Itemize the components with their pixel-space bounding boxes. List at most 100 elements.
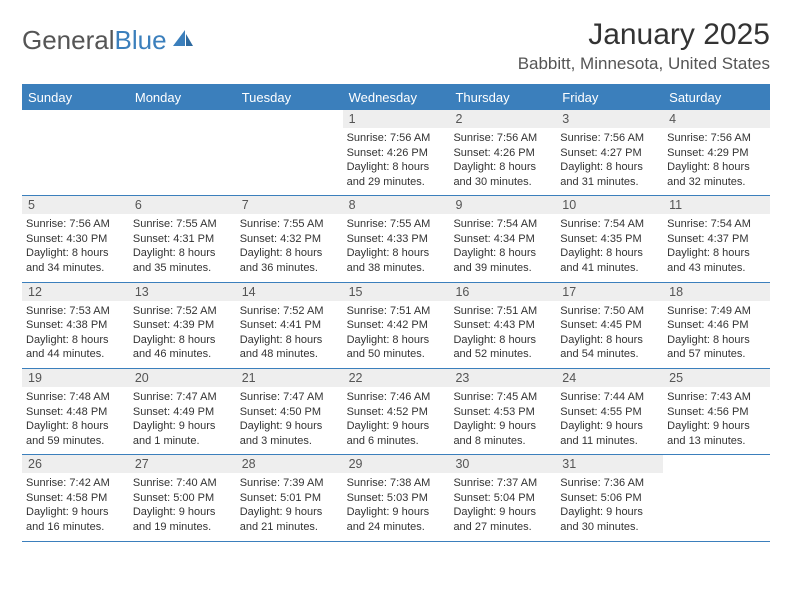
day-cell: 18Sunrise: 7:49 AMSunset: 4:46 PMDayligh… bbox=[663, 283, 770, 368]
day-detail-line: and 41 minutes. bbox=[560, 261, 659, 275]
day-number bbox=[663, 455, 770, 473]
day-details: Sunrise: 7:46 AMSunset: 4:52 PMDaylight:… bbox=[347, 390, 446, 448]
day-detail-line: and 30 minutes. bbox=[560, 520, 659, 534]
day-cell: 22Sunrise: 7:46 AMSunset: 4:52 PMDayligh… bbox=[343, 369, 450, 454]
day-number: 9 bbox=[449, 196, 556, 214]
sail-icon bbox=[171, 24, 195, 55]
day-details: Sunrise: 7:56 AMSunset: 4:26 PMDaylight:… bbox=[347, 131, 446, 189]
day-detail-line: Sunrise: 7:47 AM bbox=[240, 390, 339, 404]
day-detail-line: and 39 minutes. bbox=[453, 261, 552, 275]
logo-text-2: Blue bbox=[115, 25, 167, 56]
day-detail-line: Sunrise: 7:42 AM bbox=[26, 476, 125, 490]
day-details: Sunrise: 7:42 AMSunset: 4:58 PMDaylight:… bbox=[26, 476, 125, 534]
day-number bbox=[22, 110, 129, 128]
day-detail-line: and 3 minutes. bbox=[240, 434, 339, 448]
day-details: Sunrise: 7:56 AMSunset: 4:29 PMDaylight:… bbox=[667, 131, 766, 189]
day-cell: 9 Sunrise: 7:54 AMSunset: 4:34 PMDaylight… bbox=[449, 196, 556, 281]
day-detail-line: Daylight: 9 hours bbox=[560, 419, 659, 433]
day-number: 31 bbox=[556, 455, 663, 473]
day-cell: 14Sunrise: 7:52 AMSunset: 4:41 PMDayligh… bbox=[236, 283, 343, 368]
day-detail-line: Daylight: 8 hours bbox=[347, 246, 446, 260]
day-detail-line: and 50 minutes. bbox=[347, 347, 446, 361]
day-details: Sunrise: 7:50 AMSunset: 4:45 PMDaylight:… bbox=[560, 304, 659, 362]
day-cell: 31 Sunrise: 7:36 AMSunset: 5:06 PMDayligh… bbox=[556, 455, 663, 540]
day-cell: 13Sunrise: 7:52 AMSunset: 4:39 PMDayligh… bbox=[129, 283, 236, 368]
day-details: Sunrise: 7:51 AMSunset: 4:42 PMDaylight:… bbox=[347, 304, 446, 362]
day-number: 3 bbox=[556, 110, 663, 128]
day-detail-line: Daylight: 8 hours bbox=[26, 333, 125, 347]
day-number bbox=[129, 110, 236, 128]
day-detail-line: Sunrise: 7:55 AM bbox=[133, 217, 232, 231]
day-detail-line: and 27 minutes. bbox=[453, 520, 552, 534]
day-detail-line: Sunrise: 7:46 AM bbox=[347, 390, 446, 404]
week-row: 26 Sunrise: 7:42 AMSunset: 4:58 PMDayligh… bbox=[22, 455, 770, 541]
calendar-page: GeneralBlue January 2025 Babbitt, Minnes… bbox=[0, 0, 792, 542]
day-detail-line: Sunset: 4:26 PM bbox=[347, 146, 446, 160]
day-details: Sunrise: 7:39 AMSunset: 5:01 PMDaylight:… bbox=[240, 476, 339, 534]
day-detail-line: Daylight: 8 hours bbox=[347, 160, 446, 174]
day-detail-line: Sunrise: 7:52 AM bbox=[133, 304, 232, 318]
day-details: Sunrise: 7:56 AMSunset: 4:26 PMDaylight:… bbox=[453, 131, 552, 189]
day-number: 24 bbox=[556, 369, 663, 387]
day-number: 23 bbox=[449, 369, 556, 387]
day-detail-line: and 30 minutes. bbox=[453, 175, 552, 189]
day-detail-line: and 48 minutes. bbox=[240, 347, 339, 361]
day-cell: 3Sunrise: 7:56 AMSunset: 4:27 PMDaylight… bbox=[556, 110, 663, 195]
weekday-label: Sunday bbox=[22, 86, 129, 110]
day-detail-line: Sunrise: 7:37 AM bbox=[453, 476, 552, 490]
weeks-container: 1Sunrise: 7:56 AMSunset: 4:26 PMDaylight… bbox=[22, 110, 770, 542]
day-number: 1 bbox=[343, 110, 450, 128]
day-number: 21 bbox=[236, 369, 343, 387]
day-detail-line: Sunrise: 7:39 AM bbox=[240, 476, 339, 490]
day-detail-line: Sunset: 4:26 PM bbox=[453, 146, 552, 160]
day-detail-line: Sunrise: 7:56 AM bbox=[347, 131, 446, 145]
day-number: 17 bbox=[556, 283, 663, 301]
week-row: 5Sunrise: 7:56 AMSunset: 4:30 PMDaylight… bbox=[22, 196, 770, 282]
day-detail-line: Sunset: 4:38 PM bbox=[26, 318, 125, 332]
day-detail-line: Sunrise: 7:40 AM bbox=[133, 476, 232, 490]
day-number: 11 bbox=[663, 196, 770, 214]
day-details: Sunrise: 7:52 AMSunset: 4:39 PMDaylight:… bbox=[133, 304, 232, 362]
day-details: Sunrise: 7:55 AMSunset: 4:33 PMDaylight:… bbox=[347, 217, 446, 275]
day-details: Sunrise: 7:55 AMSunset: 4:31 PMDaylight:… bbox=[133, 217, 232, 275]
day-number bbox=[236, 110, 343, 128]
location-text: Babbitt, Minnesota, United States bbox=[518, 54, 770, 74]
day-number: 5 bbox=[22, 196, 129, 214]
day-detail-line: Daylight: 9 hours bbox=[347, 419, 446, 433]
day-detail-line: and 6 minutes. bbox=[347, 434, 446, 448]
day-details: Sunrise: 7:53 AMSunset: 4:38 PMDaylight:… bbox=[26, 304, 125, 362]
weekday-label: Tuesday bbox=[236, 86, 343, 110]
day-details: Sunrise: 7:36 AMSunset: 5:06 PMDaylight:… bbox=[560, 476, 659, 534]
day-cell: 30Sunrise: 7:37 AMSunset: 5:04 PMDayligh… bbox=[449, 455, 556, 540]
logo-text-1: General bbox=[22, 25, 115, 56]
day-detail-line: Daylight: 8 hours bbox=[26, 246, 125, 260]
day-details: Sunrise: 7:52 AMSunset: 4:41 PMDaylight:… bbox=[240, 304, 339, 362]
day-detail-line: and 1 minute. bbox=[133, 434, 232, 448]
day-detail-line: Sunrise: 7:43 AM bbox=[667, 390, 766, 404]
day-cell: 20Sunrise: 7:47 AMSunset: 4:49 PMDayligh… bbox=[129, 369, 236, 454]
day-detail-line: and 43 minutes. bbox=[667, 261, 766, 275]
day-detail-line: Daylight: 8 hours bbox=[240, 333, 339, 347]
week-row: 19Sunrise: 7:48 AMSunset: 4:48 PMDayligh… bbox=[22, 369, 770, 455]
day-detail-line: and 29 minutes. bbox=[347, 175, 446, 189]
day-detail-line: Sunset: 4:52 PM bbox=[347, 405, 446, 419]
day-details: Sunrise: 7:54 AMSunset: 4:34 PMDaylight:… bbox=[453, 217, 552, 275]
day-detail-line: Daylight: 9 hours bbox=[347, 505, 446, 519]
day-detail-line: Sunset: 4:50 PM bbox=[240, 405, 339, 419]
day-details: Sunrise: 7:40 AMSunset: 5:00 PMDaylight:… bbox=[133, 476, 232, 534]
day-detail-line: Daylight: 8 hours bbox=[133, 246, 232, 260]
day-number: 20 bbox=[129, 369, 236, 387]
day-detail-line: Sunset: 4:55 PM bbox=[560, 405, 659, 419]
day-detail-line: Sunset: 4:29 PM bbox=[667, 146, 766, 160]
week-row: 12Sunrise: 7:53 AMSunset: 4:38 PMDayligh… bbox=[22, 283, 770, 369]
day-detail-line: Daylight: 9 hours bbox=[240, 505, 339, 519]
day-detail-line: Sunrise: 7:56 AM bbox=[667, 131, 766, 145]
day-detail-line: and 8 minutes. bbox=[453, 434, 552, 448]
day-number: 4 bbox=[663, 110, 770, 128]
day-detail-line: and 11 minutes. bbox=[560, 434, 659, 448]
day-detail-line: Daylight: 9 hours bbox=[453, 505, 552, 519]
day-number: 26 bbox=[22, 455, 129, 473]
day-detail-line: Sunset: 4:35 PM bbox=[560, 232, 659, 246]
day-detail-line: and 44 minutes. bbox=[26, 347, 125, 361]
day-detail-line: Sunset: 5:00 PM bbox=[133, 491, 232, 505]
